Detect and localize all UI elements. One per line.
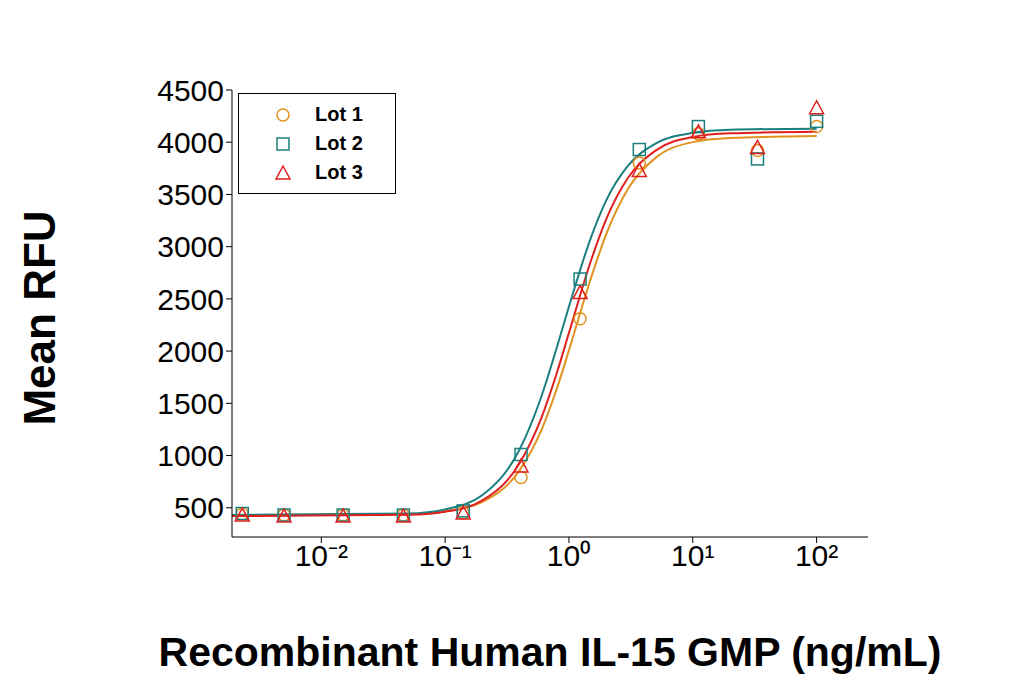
svg-text:10⁰: 10⁰	[547, 539, 591, 572]
svg-text:3000: 3000	[157, 230, 224, 263]
svg-text:10⁻²: 10⁻²	[295, 539, 348, 572]
svg-text:3500: 3500	[157, 178, 224, 211]
svg-text:4500: 4500	[157, 74, 224, 107]
svg-text:4000: 4000	[157, 126, 224, 159]
html-text:Lot 3: Lot 3	[315, 161, 363, 183]
svg-text:2000: 2000	[157, 335, 224, 368]
svg-text:500: 500	[174, 491, 224, 524]
html-text:Lot 2: Lot 2	[315, 132, 363, 154]
svg-text:2500: 2500	[157, 283, 224, 316]
svg-text:10¹: 10¹	[671, 539, 714, 572]
svg-text:1000: 1000	[157, 439, 224, 472]
html-text:Lot 1: Lot 1	[315, 103, 363, 125]
svg-text:10⁻¹: 10⁻¹	[418, 539, 471, 572]
html-text:Recombinant Human IL-15 GMP (n: Recombinant Human IL-15 GMP (ng/mL)	[158, 628, 942, 675]
html-text:Mean RFU: Mean RFU	[15, 210, 64, 426]
svg-text:1500: 1500	[157, 387, 224, 420]
svg-text:10²: 10²	[795, 539, 838, 572]
